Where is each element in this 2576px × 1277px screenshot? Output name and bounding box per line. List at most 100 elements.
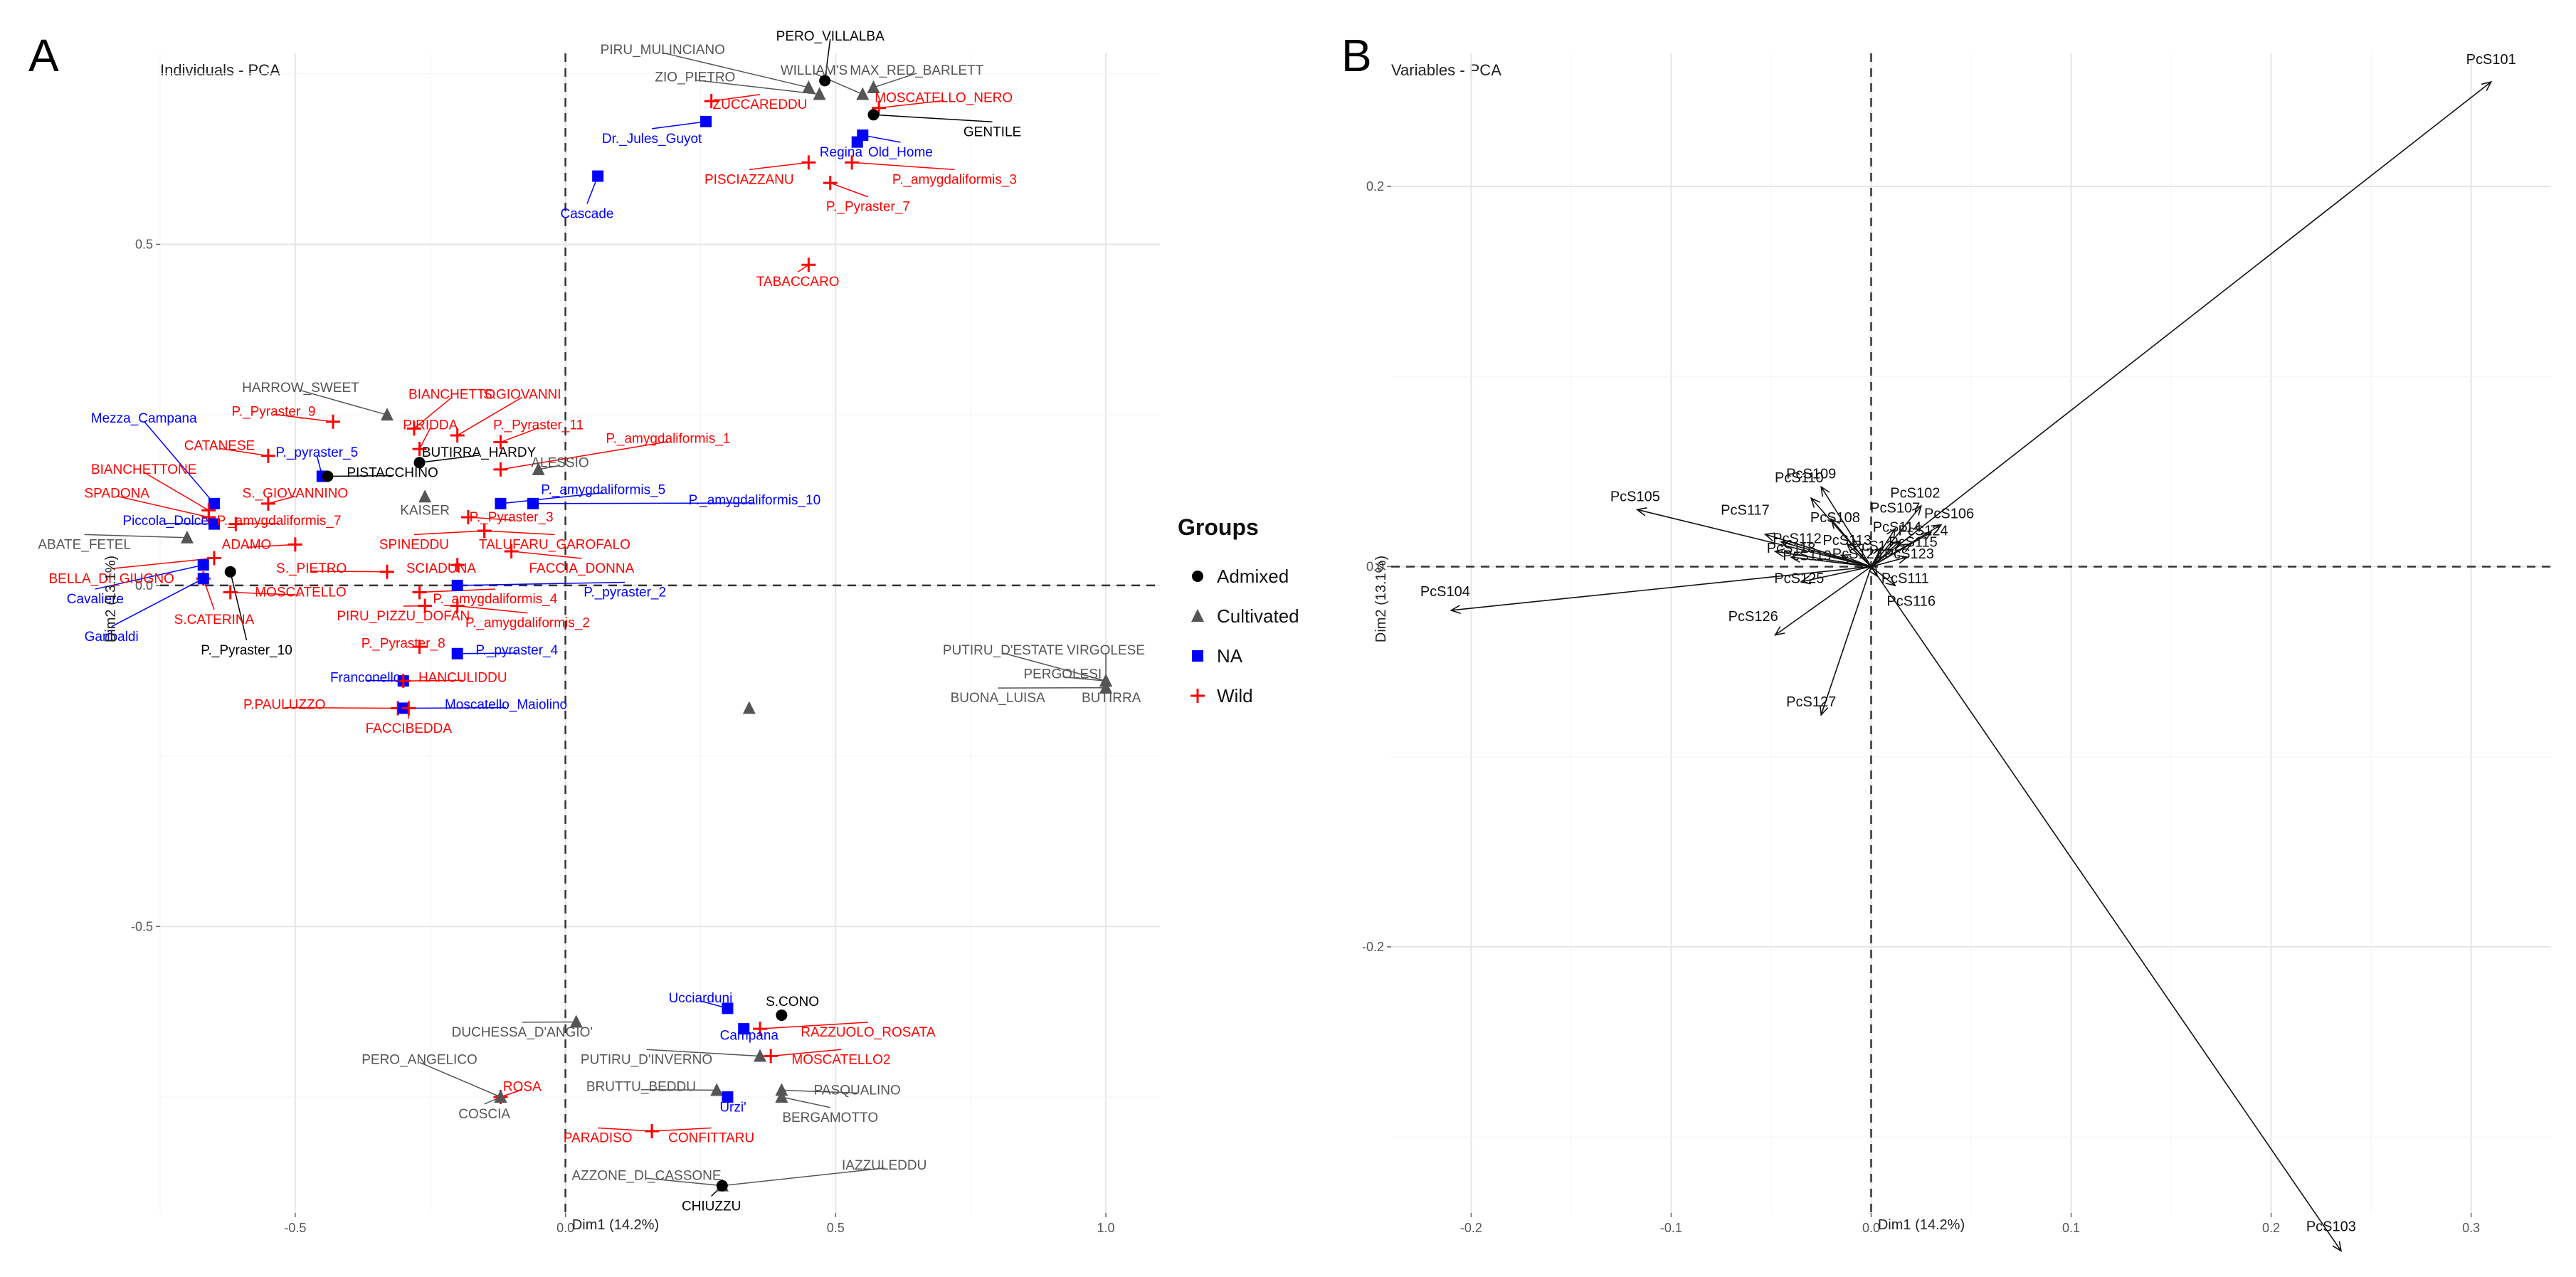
legend-key-cultivated <box>1191 609 1204 622</box>
label-leader-line <box>862 134 901 143</box>
point-label: S.CONO <box>766 995 819 1010</box>
point-marker-na <box>208 518 220 530</box>
x-tick-label: 1.0 <box>1097 1221 1115 1235</box>
variable-arrow-shaft <box>1870 547 1882 567</box>
variable-label: PcS124 <box>1899 524 1948 539</box>
variable-label: PcS126 <box>1728 609 1778 625</box>
points-a <box>180 75 1113 1192</box>
label-leader-line <box>95 564 204 590</box>
point-label: P._pyraster_4 <box>475 643 558 658</box>
point-marker-cultivated <box>867 80 880 93</box>
label-leader-line <box>511 551 582 559</box>
label-leader-line <box>468 516 512 521</box>
point-label: ROSA <box>503 1080 542 1095</box>
point-marker-wild <box>460 510 475 524</box>
point-marker-wild <box>504 544 519 558</box>
variable-arrow-head <box>1931 524 1943 534</box>
variable-arrow-head <box>1885 576 1896 587</box>
x-tick-label: -0.2 <box>1460 1221 1482 1235</box>
point-label: ABATE_FETEL <box>38 537 131 552</box>
y-tick-label: 0.5 <box>135 237 153 251</box>
legend-key-admixed <box>1192 571 1203 582</box>
variable-arrow-shaft <box>1820 486 1872 567</box>
variable-label: PcS115 <box>1889 535 1938 551</box>
point-label: SPADONA <box>84 486 149 501</box>
point-label: SCIADUNA <box>406 561 477 576</box>
point-label: PERO_VILLALBA <box>776 29 885 44</box>
point-marker-na <box>197 559 209 571</box>
point-label: HANCULIDDU <box>418 670 507 685</box>
variable-label: PcS103 <box>2306 1219 2356 1235</box>
legend-label-cultivated: Cultivated <box>1217 605 1299 627</box>
variable-arrow-shaft <box>1847 543 1872 568</box>
point-label: P._amygdaliformis_5 <box>541 483 665 498</box>
point-label: P._amygdaliformis_2 <box>465 616 590 631</box>
point-label: Piccola_Dolce <box>122 514 208 529</box>
point-marker-cultivated <box>754 1049 766 1062</box>
point-marker-wild <box>450 558 465 573</box>
legend-key-wild <box>1191 689 1205 703</box>
variable-label: PcS107 <box>1870 501 1920 516</box>
variable-label: PcS104 <box>1420 584 1470 600</box>
variable-arrow-shaft <box>1451 566 1872 611</box>
label-leader-line <box>759 1022 868 1029</box>
point-marker-na <box>208 497 220 509</box>
point-marker-na <box>592 170 604 182</box>
panel-letter-a: A <box>28 30 59 81</box>
x-tick-label: 0.0 <box>556 1221 574 1235</box>
x-axis-title-a: Dim1 (14.2%) <box>572 1217 659 1233</box>
point-label: TALUFARU_GAROFALO <box>479 537 630 552</box>
variable-arrow-head <box>1897 555 1909 564</box>
point-marker-admixed <box>819 75 831 87</box>
point-label: Cavaliere <box>67 592 124 607</box>
variable-arrow-head <box>1911 504 1922 516</box>
label-leader-line <box>418 428 431 450</box>
grid-a <box>159 53 1160 1213</box>
x-tick-label: -0.1 <box>1660 1221 1682 1235</box>
point-label: RAZZUOLO_ROSATA <box>801 1025 936 1040</box>
point-label: S.GIOVANNI <box>483 387 561 402</box>
y-axis-title-a: Dim2 (13.1%) <box>103 556 119 642</box>
point-label: COSCIA <box>458 1107 510 1122</box>
point-label: MAX_RED_BARLETT <box>850 63 983 78</box>
variable-arrow-head <box>1820 485 1830 497</box>
point-marker-wild <box>823 176 838 191</box>
variable-arrow-head <box>1790 553 1801 563</box>
variable-arrow-head <box>1773 548 1785 558</box>
plot-title-a: Individuals - PCA <box>160 61 280 79</box>
variable-label: PcS122 <box>1852 539 1902 554</box>
point-label: BRUTTU_BEDDU <box>586 1080 696 1095</box>
point-marker-wild <box>645 1123 660 1138</box>
point-label: P._Pyraster_10 <box>201 643 292 658</box>
variable-arrow-head <box>2481 80 2493 91</box>
label-leader-line <box>419 455 480 464</box>
point-marker-wild <box>401 701 416 716</box>
variable-arrows <box>1450 80 2493 1253</box>
variable-label: PcS114 <box>1873 519 1922 535</box>
point-label: P._Pyraster_8 <box>361 636 445 651</box>
point-label: P._amygdaliformis_10 <box>689 493 821 508</box>
point-label: PERO_ANGELICO <box>361 1052 477 1067</box>
label-leader-line <box>111 557 215 570</box>
point-label: P._Pyraster_3 <box>470 510 554 525</box>
point-marker-admixed <box>716 1180 728 1192</box>
ticks-b: -0.2 -0.1 0.0 0.1 0.2 0.3 -0.2 0.0 0.2 <box>1362 179 2480 1235</box>
label-leader-line <box>711 94 761 102</box>
label-leader-line <box>457 396 523 436</box>
point-label: Campana <box>720 1029 779 1044</box>
y-tick-label: -0.2 <box>1362 940 1384 954</box>
x-axis-title-b: Dim1 (14.2%) <box>1878 1217 1965 1233</box>
label-leader-line <box>722 1167 885 1187</box>
label-leader-line <box>117 495 209 518</box>
variable-arrow-head <box>1868 566 1878 578</box>
point-marker-admixed <box>322 470 334 482</box>
y-tick-label: 0.0 <box>135 578 153 593</box>
variable-label: PcS105 <box>1610 489 1660 505</box>
variable-arrow-shaft <box>1870 528 1896 567</box>
point-label: CATANESE <box>184 438 255 453</box>
point-label: CHIUZZU <box>682 1199 741 1214</box>
label-leader-line <box>457 605 528 614</box>
point-label: PARADISO <box>564 1131 633 1146</box>
label-leader-line <box>311 571 387 573</box>
